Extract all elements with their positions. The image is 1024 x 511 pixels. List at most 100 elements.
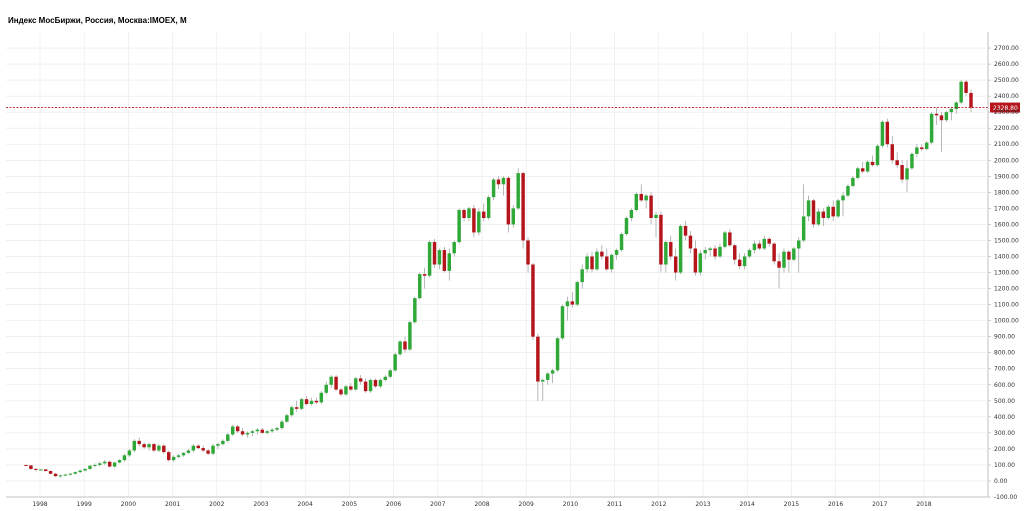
candle [201,445,205,453]
candle [506,176,511,233]
candle [413,296,417,324]
candle [216,442,220,449]
candle-body-down [482,211,486,218]
candle [688,230,693,254]
candle [339,387,343,396]
candle-body-up [329,376,333,385]
candle-body-up [718,246,722,257]
candle [68,472,73,476]
candle [516,168,520,210]
candle-body-down [521,173,525,241]
candle-body-down [787,251,791,260]
candle [870,155,875,167]
grid-lines [6,32,986,498]
candle-body-up [221,440,225,445]
candle-body-up [132,440,137,451]
x-tick-label: 2000 [121,501,136,508]
candle-body-up [841,195,845,201]
candle [757,240,762,251]
candle [290,405,294,417]
candle-body-down [870,161,875,166]
candle [644,193,648,209]
y-tick-label: 2600.00 [994,61,1019,68]
candle-body-up [491,179,496,198]
candle-body-down [669,242,673,257]
candle [821,208,826,227]
candle [624,216,629,236]
candle-body-up [516,173,520,209]
candle-body-down [969,92,973,108]
y-tick-label: 2400.00 [994,93,1019,100]
candle [600,245,604,260]
x-tick-label: 1999 [77,501,92,508]
candle-body-up [619,234,624,251]
candle [905,160,909,193]
candle-body-up [226,434,230,441]
x-tick-label: 2007 [430,501,445,508]
candle [531,262,535,340]
candle-body-up [437,250,442,265]
candle [614,248,619,260]
candle-body-down [920,147,924,150]
candle [418,272,422,300]
y-tick-label: 1000.00 [994,318,1019,325]
candle [851,176,855,188]
candle [565,296,570,321]
candle-body-up [949,108,954,113]
candle [299,397,304,411]
candle [895,152,899,169]
candle [427,240,432,278]
candle [526,237,530,273]
candle-body-down [349,386,353,390]
candle-body-up [413,298,417,323]
y-tick-label: 2300.00 [994,109,1019,116]
candle [73,471,77,475]
candle-body-up [250,431,255,433]
candle [747,248,752,259]
candle-body-down [860,168,865,172]
last-price-badge [990,102,1020,113]
candle-body-up [703,250,707,254]
candle-body-down [649,195,653,218]
candle-body-up [211,445,215,454]
candle [826,205,830,220]
candle [78,469,82,473]
candle-body-up [797,240,801,249]
y-tick-label: 1100.00 [994,302,1019,309]
candle-body-down [339,389,343,395]
candle-body-up [181,452,186,456]
candle-body-down [196,445,200,449]
candle [368,378,373,393]
candle-body-down [821,211,826,218]
candle [733,243,737,265]
candle [619,232,624,252]
candle [354,376,358,392]
candle-body-up [186,450,191,453]
candle-body-up [63,474,68,476]
candle-body-down [422,274,427,276]
candle-body-up [280,421,284,429]
axes: 2700.00 2600.00 2500.00 2400.00 2300.00 2200.… [6,32,1019,508]
candle [171,455,176,462]
candle [915,144,919,158]
candle [408,320,412,352]
candle-body-up [678,226,683,273]
candle-body-down [496,179,501,185]
candle [285,413,289,424]
candle [152,442,156,453]
candle-body-up [103,461,107,464]
candle [43,469,48,472]
candle [112,461,117,468]
candle [713,245,717,260]
candle [920,144,924,151]
y-tick-label: 900.00 [994,334,1015,341]
candle-body-up [265,431,269,433]
candle-body-down [900,165,904,180]
candle [344,384,348,396]
candle-body-up [290,407,294,416]
candle [777,253,781,289]
candle [117,459,122,464]
candle [93,463,97,468]
candle-body-up [806,200,811,217]
